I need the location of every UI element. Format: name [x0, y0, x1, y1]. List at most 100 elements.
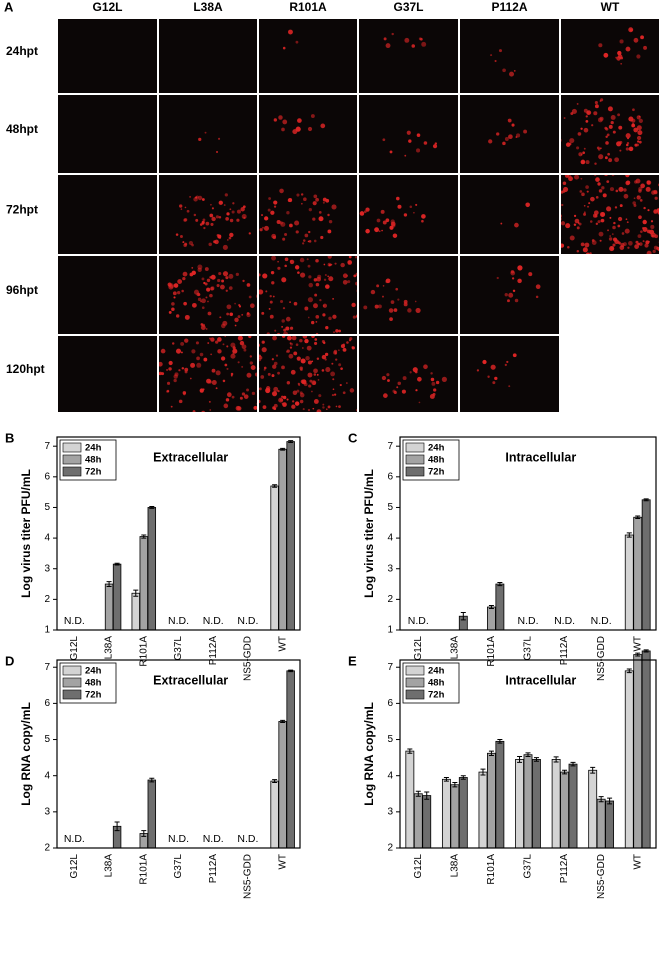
cell-spot: [277, 372, 280, 375]
y-tick-label: 4: [387, 533, 393, 544]
cell-spot: [209, 276, 211, 278]
cell-spot: [340, 263, 344, 267]
y-tick-label: 5: [387, 502, 393, 513]
cell-spot: [185, 315, 190, 320]
cell-spot: [223, 380, 226, 383]
cell-spot: [487, 376, 489, 378]
legend-swatch: [406, 666, 424, 675]
cell-spot: [381, 210, 385, 214]
cell-spot: [325, 326, 328, 329]
cell-spot: [208, 312, 212, 316]
cell-spot: [626, 47, 631, 52]
cell-spot: [291, 425, 294, 428]
cell-spot: [218, 138, 220, 140]
cell-spot: [283, 334, 285, 336]
cell-spot: [168, 367, 171, 370]
cell-spot: [577, 226, 580, 229]
cell-spot: [624, 194, 629, 199]
cell-spot: [285, 257, 289, 261]
micrograph: [359, 175, 458, 254]
micrograph: [159, 19, 257, 93]
bar: [597, 799, 605, 848]
cell-spot: [216, 151, 218, 153]
cell-spot: [511, 270, 514, 273]
cell-spot: [166, 369, 168, 371]
cell-spot: [325, 367, 330, 372]
cell-spot: [492, 381, 495, 384]
cell-spot: [242, 344, 247, 349]
cell-spot: [226, 398, 229, 401]
cell-spot: [303, 424, 306, 427]
cell-spot: [325, 199, 329, 203]
cell-spot: [214, 240, 218, 244]
cell-spot: [647, 180, 651, 184]
cell-spot: [281, 326, 283, 328]
cell-spot: [299, 339, 303, 343]
cell-spot: [207, 279, 210, 282]
cell-spot: [519, 279, 521, 281]
annotation: N.D.: [64, 833, 85, 845]
micrograph-background: [359, 256, 458, 334]
cell-spot: [208, 243, 211, 246]
cell-spot: [586, 111, 590, 115]
cell-spot: [211, 217, 215, 221]
cell-spot: [231, 373, 234, 376]
cell-spot: [297, 426, 300, 429]
micrograph-background: [460, 19, 559, 93]
cell-spot: [274, 407, 277, 410]
cell-spot: [302, 242, 304, 244]
cell-spot: [312, 218, 315, 221]
cell-spot: [315, 315, 319, 319]
x-tick-label: G12L: [69, 854, 80, 879]
cell-spot: [410, 371, 412, 373]
cell-spot: [181, 208, 183, 210]
cell-spot: [317, 409, 322, 414]
cell-spot: [177, 291, 180, 294]
cell-spot: [611, 115, 616, 120]
cell-spot: [215, 340, 218, 343]
cell-spot: [580, 128, 582, 130]
micrograph-background: [159, 19, 257, 93]
cell-spot: [238, 315, 241, 318]
cell-spot: [389, 226, 393, 230]
cell-spot: [639, 116, 641, 118]
cell-spot: [282, 403, 284, 405]
x-tick-label: G12L: [69, 636, 80, 661]
cell-spot: [396, 197, 400, 201]
chart-title: Intracellular: [505, 673, 576, 687]
cell-spot: [600, 117, 604, 121]
x-tick-label: P112A: [559, 636, 570, 666]
cell-spot: [433, 144, 437, 148]
cell-spot: [650, 225, 654, 229]
cell-spot: [565, 174, 569, 178]
cell-spot: [184, 218, 187, 221]
cell-spot: [303, 421, 306, 424]
micrograph: [460, 175, 559, 254]
micrograph-background: [460, 95, 559, 173]
cell-spot: [586, 115, 588, 117]
cell-spot: [413, 212, 415, 214]
cell-spot: [330, 427, 333, 430]
bar: [524, 755, 532, 848]
cell-spot: [286, 211, 289, 214]
cell-spot: [190, 378, 192, 380]
micrograph: [460, 336, 559, 412]
cell-spot: [623, 188, 626, 191]
cell-spot: [352, 346, 354, 348]
cell-spot: [386, 373, 389, 376]
cell-spot: [607, 153, 610, 156]
cell-spot: [316, 283, 320, 287]
cell-spot: [574, 215, 576, 217]
legend-label: 24h: [85, 666, 102, 677]
cell-spot: [398, 382, 401, 385]
cell-spot: [198, 138, 201, 141]
micrograph-background: [259, 256, 357, 334]
cell-spot: [205, 132, 207, 134]
cell-spot: [326, 431, 330, 435]
annotation: N.D.: [518, 615, 539, 627]
cell-spot: [272, 336, 277, 341]
cell-spot: [284, 265, 287, 268]
cell-spot: [302, 347, 304, 349]
cell-spot: [209, 294, 213, 298]
